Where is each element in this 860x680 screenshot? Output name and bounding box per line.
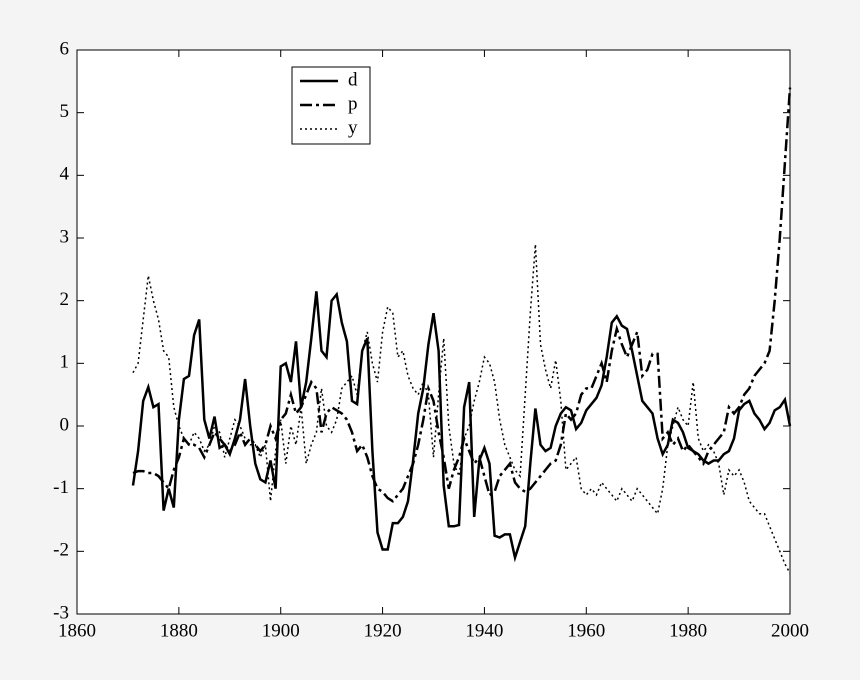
series-line: [132, 244, 791, 574]
x-tick-label: 1900: [262, 620, 300, 641]
x-tick-label: 1860: [58, 620, 96, 641]
x-tick-label: 1960: [567, 620, 605, 641]
x-tick-label: 1980: [669, 620, 707, 641]
legend-label: d: [348, 69, 358, 90]
series-line: [132, 87, 792, 503]
x-tick-label: 1880: [160, 620, 198, 641]
legend-label: y: [348, 117, 358, 138]
y-tick-label: -3: [53, 602, 69, 623]
y-tick-label: 2: [60, 289, 70, 310]
y-tick-label: -2: [53, 540, 69, 561]
x-tick-label: 1920: [364, 620, 402, 641]
legend-label: p: [348, 93, 358, 114]
x-tick-label: 2000: [771, 620, 809, 641]
y-tick-label: 6: [60, 38, 70, 59]
y-tick-label: 0: [60, 414, 70, 435]
y-tick-label: 1: [60, 352, 70, 373]
y-tick-label: 4: [60, 164, 70, 185]
y-tick-label: 3: [60, 226, 70, 247]
series-line: [131, 291, 792, 563]
y-tick-label: 5: [60, 101, 70, 122]
x-tick-label: 1940: [465, 620, 503, 641]
y-tick-label: -1: [53, 477, 69, 498]
plot-area: [76, 49, 791, 615]
